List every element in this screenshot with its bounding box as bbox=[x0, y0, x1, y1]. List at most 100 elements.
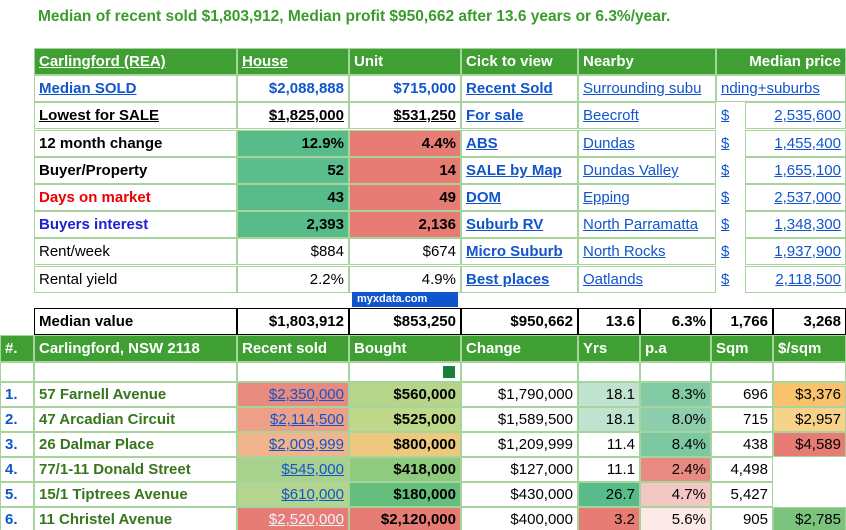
row-label: 12 month change bbox=[34, 130, 237, 157]
suburb-price[interactable]: 1,455,400 bbox=[745, 130, 846, 157]
view-link[interactable]: ABS bbox=[461, 130, 578, 157]
suburb-price[interactable]: 1,937,900 bbox=[745, 238, 846, 265]
filter-cell bbox=[461, 362, 578, 382]
address: 47 Arcadian Circuit bbox=[34, 407, 237, 432]
view-link[interactable]: For sale bbox=[461, 102, 578, 129]
view-link[interactable]: Recent Sold bbox=[461, 75, 578, 102]
currency: $ bbox=[716, 211, 745, 238]
view-link[interactable]: Suburb RV bbox=[461, 211, 578, 238]
unit-value: 4.9% bbox=[349, 266, 461, 293]
house-value: $884 bbox=[237, 238, 349, 265]
view-link[interactable]: Best places bbox=[461, 266, 578, 293]
recent-sold[interactable]: $2,114,500 bbox=[237, 407, 349, 432]
suburb-link[interactable]: Dundas Valley bbox=[578, 157, 716, 184]
filter-cell bbox=[349, 362, 461, 382]
change: $1,589,500 bbox=[461, 407, 578, 432]
suburb-price[interactable]: 1,348,300 bbox=[745, 211, 846, 238]
address: 26 Dalmar Place bbox=[34, 432, 237, 457]
currency: $ bbox=[716, 238, 745, 265]
change: $1,790,000 bbox=[461, 382, 578, 407]
currency: $ bbox=[716, 130, 745, 157]
nearby-link[interactable]: nding+suburbs bbox=[716, 75, 846, 102]
suburb-link[interactable]: Beecroft bbox=[578, 102, 716, 129]
median-cell: Median value bbox=[34, 308, 237, 335]
sqm: 4,498 bbox=[711, 457, 773, 482]
bought: $800,000 bbox=[349, 432, 461, 457]
source-link[interactable]: myxdata.com bbox=[352, 292, 458, 307]
house-value: $1,825,000 bbox=[237, 102, 349, 129]
annual-rate: 5.6% bbox=[640, 507, 711, 530]
unit-value: 14 bbox=[349, 157, 461, 184]
filter-cell bbox=[773, 362, 846, 382]
change: $430,000 bbox=[461, 482, 578, 507]
recent-sold[interactable]: $2,350,000 bbox=[237, 382, 349, 407]
bought: $560,000 bbox=[349, 382, 461, 407]
currency: $ bbox=[716, 157, 745, 184]
row-number: 3. bbox=[0, 432, 34, 457]
recent-sold[interactable]: $2,520,000 bbox=[237, 507, 349, 530]
house-value: 12.9% bbox=[237, 130, 349, 157]
recent-sold[interactable]: $2,009,999 bbox=[237, 432, 349, 457]
listing-header: Change bbox=[461, 335, 578, 362]
suburb-link[interactable]: Epping bbox=[578, 184, 716, 211]
address: 11 Christel Avenue bbox=[34, 507, 237, 530]
annual-rate: 2.4% bbox=[640, 457, 711, 482]
row-label: Median SOLD bbox=[34, 75, 237, 102]
annual-rate: 4.7% bbox=[640, 482, 711, 507]
suburb-link[interactable]: Dundas bbox=[578, 130, 716, 157]
median-cell: 1,766 bbox=[711, 308, 773, 335]
suburb-price[interactable]: 2,118,500 bbox=[745, 266, 846, 293]
filter-icon[interactable] bbox=[443, 366, 455, 378]
address: 77/1-11 Donald Street bbox=[34, 457, 237, 482]
row-number: 6. bbox=[0, 507, 34, 530]
bought: $2,120,000 bbox=[349, 507, 461, 530]
years: 11.1 bbox=[578, 457, 640, 482]
sqm: 5,427 bbox=[711, 482, 773, 507]
change: $400,000 bbox=[461, 507, 578, 530]
row-number: 2. bbox=[0, 407, 34, 432]
listing-header: Recent sold bbox=[237, 335, 349, 362]
address: 15/1 Tiptrees Avenue bbox=[34, 482, 237, 507]
bought: $418,000 bbox=[349, 457, 461, 482]
bought: $525,000 bbox=[349, 407, 461, 432]
currency: $ bbox=[716, 266, 745, 293]
suburb-price[interactable]: 2,537,000 bbox=[745, 184, 846, 211]
filter-cell bbox=[0, 362, 34, 382]
sqm: 905 bbox=[711, 507, 773, 530]
row-number: 5. bbox=[0, 482, 34, 507]
row-label: Lowest for SALE bbox=[34, 102, 237, 129]
recent-sold[interactable]: $545,000 bbox=[237, 457, 349, 482]
suburb-link[interactable]: North Rocks bbox=[578, 238, 716, 265]
annual-rate: 8.0% bbox=[640, 407, 711, 432]
nearby-link[interactable]: Surrounding subu bbox=[578, 75, 716, 102]
row-label: Rent/week bbox=[34, 238, 237, 265]
years: 18.1 bbox=[578, 407, 640, 432]
change: $127,000 bbox=[461, 457, 578, 482]
years: 3.2 bbox=[578, 507, 640, 530]
view-link[interactable]: DOM bbox=[461, 184, 578, 211]
row-label: Rental yield bbox=[34, 266, 237, 293]
median-cell: 3,268 bbox=[773, 308, 846, 335]
median-cell: $853,250 bbox=[349, 308, 461, 335]
sqm: 696 bbox=[711, 382, 773, 407]
house-value: 43 bbox=[237, 184, 349, 211]
years: 18.1 bbox=[578, 382, 640, 407]
view-link[interactable]: SALE by Map bbox=[461, 157, 578, 184]
median-cell: 13.6 bbox=[578, 308, 640, 335]
suburb-link[interactable]: North Parramatta bbox=[578, 211, 716, 238]
filter-cell bbox=[711, 362, 773, 382]
row-number: 4. bbox=[0, 457, 34, 482]
price-per-sqm: $2,785 bbox=[773, 507, 846, 530]
row-label: Buyers interest bbox=[34, 211, 237, 238]
years: 11.4 bbox=[578, 432, 640, 457]
suburb-price[interactable]: 1,655,100 bbox=[745, 157, 846, 184]
suburb-price[interactable]: 2,535,600 bbox=[745, 102, 846, 129]
price-per-sqm: $3,376 bbox=[773, 382, 846, 407]
unit-value: 2,136 bbox=[349, 211, 461, 238]
summary-header: House bbox=[237, 48, 349, 75]
view-link[interactable]: Micro Suburb bbox=[461, 238, 578, 265]
recent-sold[interactable]: $610,000 bbox=[237, 482, 349, 507]
listing-header: Yrs bbox=[578, 335, 640, 362]
suburb-link[interactable]: Oatlands bbox=[578, 266, 716, 293]
